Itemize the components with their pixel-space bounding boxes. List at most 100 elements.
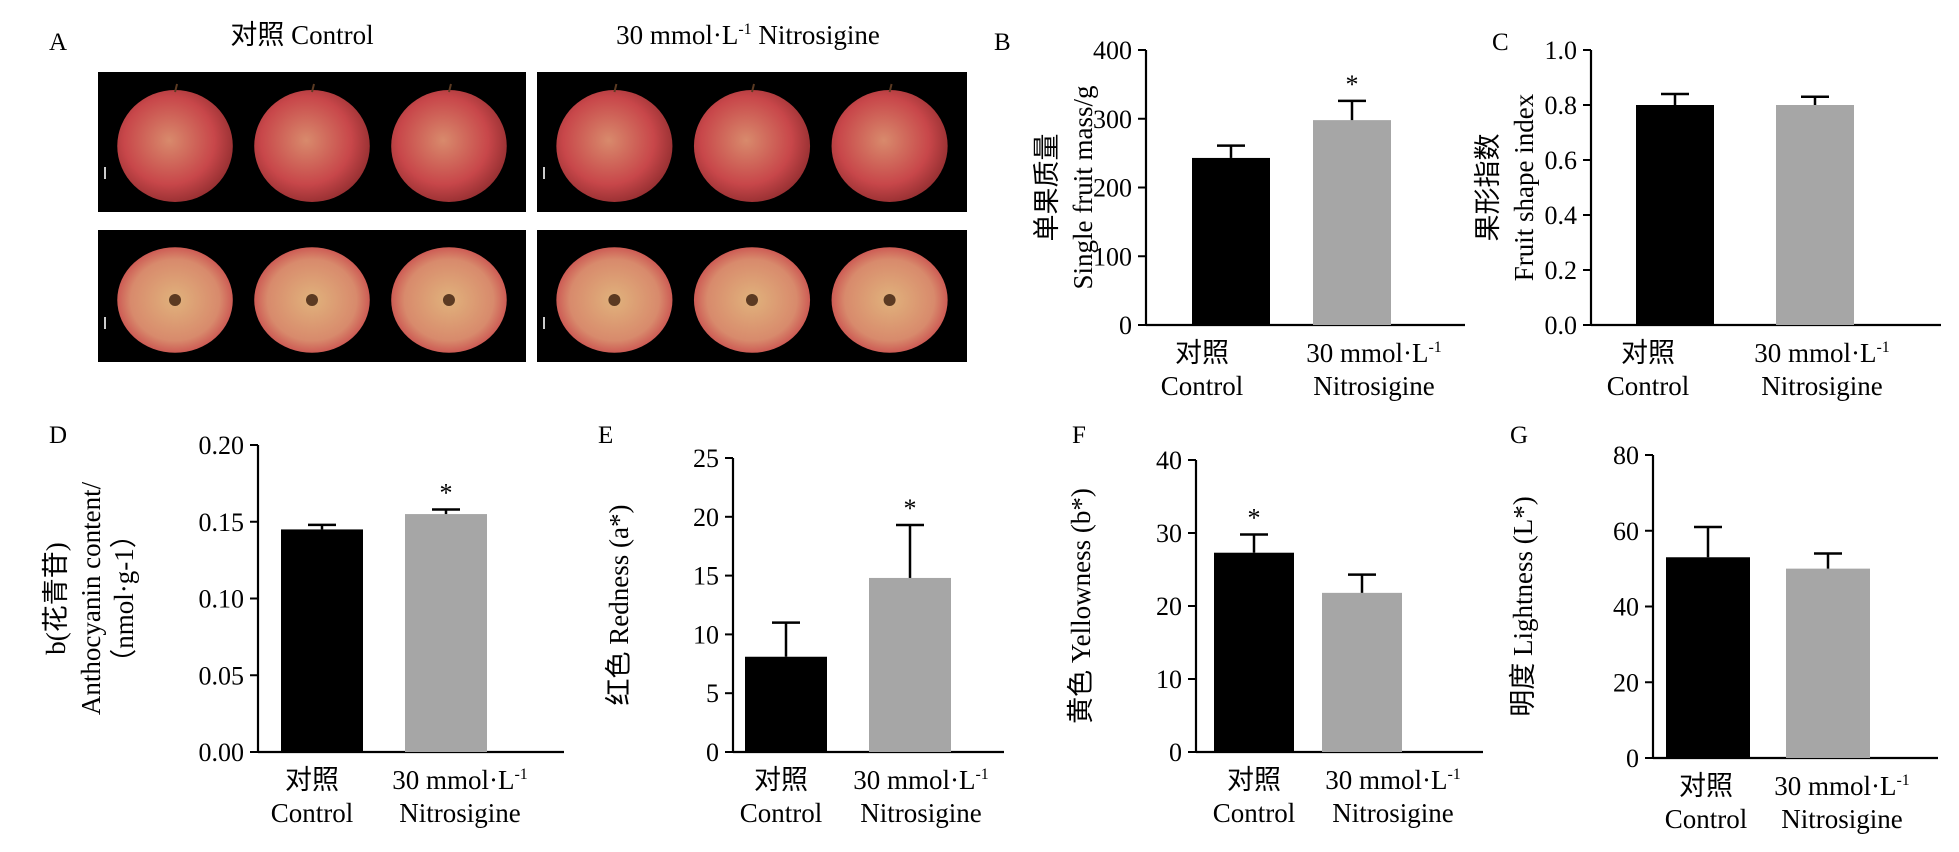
apple (391, 90, 507, 202)
bar-control (1214, 552, 1294, 752)
panel-a: A 对照 Control 30 mmol·L-1 Nitrosigine (49, 20, 967, 362)
y-tick-label: 5 (706, 679, 719, 708)
panel-letter: C (1492, 29, 1509, 56)
y-axis-label: （nmol·g-1） (109, 521, 139, 676)
y-axis-label: 果形指数 (1473, 134, 1503, 242)
x-label-treatment-line1: 30 mmol·L-1 (1306, 338, 1442, 368)
y-tick-label: 20 (693, 503, 719, 532)
bar-treatment (1786, 568, 1870, 758)
y-tick-label: 0 (706, 738, 719, 767)
x-label-control-cn: 对照 (285, 765, 339, 795)
y-tick-label: 0.05 (199, 661, 245, 690)
y-tick-label: 1.0 (1545, 36, 1578, 65)
x-label-treatment-main: 30 mmol·L (1774, 771, 1896, 801)
bar-treatment (1776, 105, 1854, 325)
y-axis-label: 红色 Redness (a*) (604, 505, 634, 706)
x-label-treatment-line2: Nitrosigine (1332, 798, 1454, 828)
apple-calyx (883, 294, 896, 306)
treatment-label-main: 30 mmol·L (616, 20, 738, 50)
apple-calyx (746, 294, 758, 306)
x-label-treatment-sup: -1 (975, 766, 988, 783)
y-tick-label: 30 (1156, 519, 1182, 548)
apple-stem (751, 83, 755, 93)
scale-bar (104, 317, 106, 329)
y-tick-label: 40 (1613, 593, 1639, 622)
bar-control (1636, 105, 1714, 325)
x-label-control-cn: 对照 (1679, 771, 1733, 801)
y-tick-label: 0 (1169, 738, 1182, 767)
panel-b: B 0 100 200 300 400 单果质量 Single fruit mass/g * 对照… (994, 29, 1465, 401)
y-tick-label: 20 (1613, 668, 1639, 697)
x-label-control-cn: 对照 (1227, 765, 1281, 795)
apple-stem (447, 83, 452, 93)
panel-a-treatment-label: 30 mmol·L-1 Nitrosigine (616, 20, 880, 50)
x-label-treatment-sup: -1 (1428, 339, 1441, 356)
y-axis-label: Fruit shape index (1509, 93, 1539, 281)
apple (831, 90, 948, 202)
y-axis-label: Anthocyanin content/ (76, 481, 106, 715)
y-tick-label: 25 (693, 444, 719, 473)
x-label-control-en: Control (271, 798, 354, 828)
treatment-label-sup: -1 (738, 21, 751, 38)
x-label-treatment-line1: 30 mmol·L-1 (853, 765, 989, 795)
apple-photos (98, 72, 967, 362)
x-label-control-en: Control (1213, 798, 1296, 828)
x-label-treatment-main: 30 mmol·L (1754, 338, 1876, 368)
x-label-treatment-line1: 30 mmol·L-1 (1754, 338, 1890, 368)
x-label-control-cn: 对照 (754, 765, 808, 795)
y-tick-label: 100 (1093, 242, 1132, 271)
treatment-label-tail: Nitrosigine (752, 20, 880, 50)
x-label-treatment-line1: 30 mmol·L-1 (392, 765, 528, 795)
x-label-treatment-line1: 30 mmol·L-1 (1774, 771, 1910, 801)
y-tick-label: 80 (1613, 441, 1639, 470)
apple (117, 90, 233, 202)
y-tick-label: 40 (1156, 446, 1182, 475)
significance-mark: * (904, 494, 917, 523)
x-label-control-en: Control (1665, 804, 1748, 834)
bar-treatment (869, 577, 951, 752)
y-tick-label: 0.8 (1545, 91, 1578, 120)
apple-stem (174, 83, 179, 93)
panel-a-letter: A (49, 29, 67, 56)
panel-letter: F (1072, 422, 1086, 449)
y-tick-label: 0.0 (1545, 311, 1578, 340)
apple-stem (888, 83, 893, 93)
panel-c: C 0.0 0.2 0.4 0.6 0.8 1.0 果形指数 Fruit shape index… (1473, 29, 1941, 401)
y-tick-label: 0.00 (199, 738, 245, 767)
apple-stem (311, 83, 315, 93)
x-label-treatment-line2: Nitrosigine (860, 798, 982, 828)
y-tick-label: 0 (1119, 311, 1132, 340)
y-tick-label: 0.6 (1545, 146, 1578, 175)
y-axis-label: Single fruit mass/g (1068, 86, 1098, 290)
y-tick-label: 200 (1093, 174, 1132, 203)
x-label-treatment-sup: -1 (1447, 766, 1460, 783)
y-axis-label: b(花青苷) (41, 542, 71, 654)
y-tick-label: 0 (1626, 744, 1639, 773)
x-label-treatment-sup: -1 (1896, 772, 1909, 789)
significance-mark: * (440, 478, 453, 507)
y-tick-label: 0.15 (199, 508, 245, 537)
y-axis-label: 明度 Lightness (L*) (1508, 496, 1538, 716)
apple-stem (613, 83, 618, 93)
scale-bar (104, 167, 106, 179)
x-label-treatment-main: 30 mmol·L (1325, 765, 1447, 795)
bar-control (1666, 557, 1750, 758)
x-label-treatment-line2: Nitrosigine (1313, 371, 1435, 401)
y-tick-label: 0.10 (199, 585, 245, 614)
bar-control (281, 529, 363, 752)
x-label-treatment-sup: -1 (514, 766, 527, 783)
apple-calyx (169, 294, 182, 306)
apple-calyx (442, 294, 455, 306)
bar-control (745, 656, 827, 752)
y-tick-label: 0.2 (1545, 256, 1578, 285)
y-tick-label: 20 (1156, 592, 1182, 621)
scale-bar (543, 317, 545, 329)
x-label-treatment-line1: 30 mmol·L-1 (1325, 765, 1461, 795)
bar-treatment (405, 514, 487, 752)
apple (693, 90, 811, 202)
